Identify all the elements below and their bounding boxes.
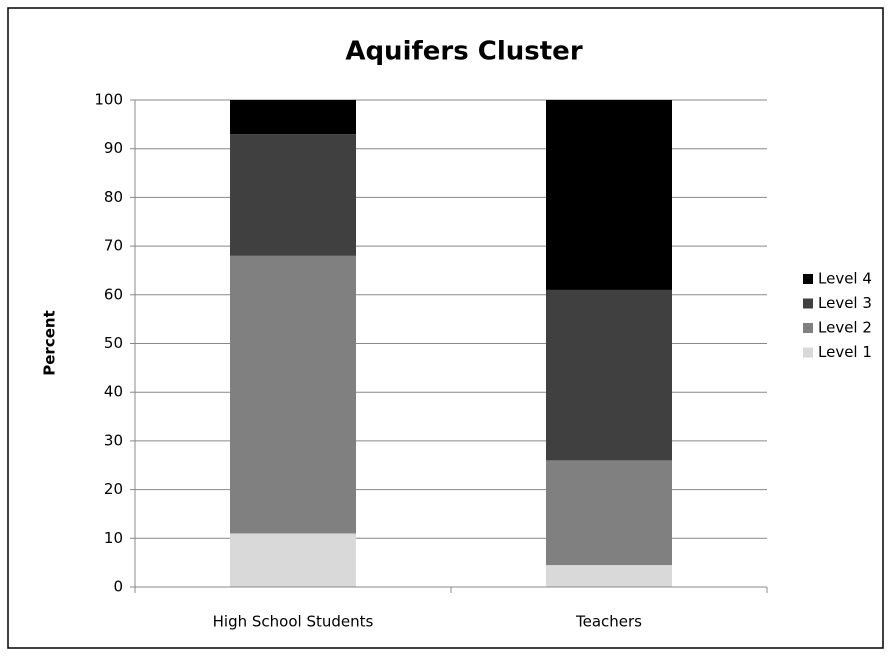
bar-segment [546, 289, 672, 461]
legend-swatch [803, 323, 813, 333]
bar-segment [546, 460, 672, 566]
x-tick-label: High School Students [213, 613, 374, 631]
y-tick-label: 10 [104, 529, 123, 547]
y-tick-label: 50 [104, 334, 123, 352]
chart-border [7, 7, 884, 649]
bar-segment [546, 100, 672, 290]
legend-label: Level 2 [818, 319, 872, 337]
legend-swatch [803, 274, 813, 284]
legend-label: Level 4 [818, 270, 872, 288]
bar-segment [230, 100, 356, 135]
chart-title: Aquifers Cluster [345, 37, 582, 67]
y-tick-label: 100 [94, 91, 123, 109]
y-tick-label: 0 [113, 578, 123, 596]
x-tick-label: Teachers [575, 613, 642, 631]
y-tick-label: 70 [104, 237, 123, 255]
y-tick-label: 80 [104, 188, 123, 206]
y-tick-label: 30 [104, 431, 123, 449]
legend-label: Level 1 [818, 343, 872, 361]
y-tick-label: 40 [104, 383, 123, 401]
legend-label: Level 3 [818, 294, 872, 312]
y-tick-label: 20 [104, 480, 123, 498]
y-tick-label: 60 [104, 285, 123, 303]
bar-segment [230, 533, 356, 587]
bar-segment [546, 565, 672, 587]
legend-swatch [803, 298, 813, 309]
bar-segment [230, 134, 356, 256]
y-axis-label: Percent [41, 310, 59, 375]
bar-segment [230, 255, 356, 534]
legend-swatch [803, 347, 813, 358]
y-tick-label: 90 [104, 139, 123, 157]
